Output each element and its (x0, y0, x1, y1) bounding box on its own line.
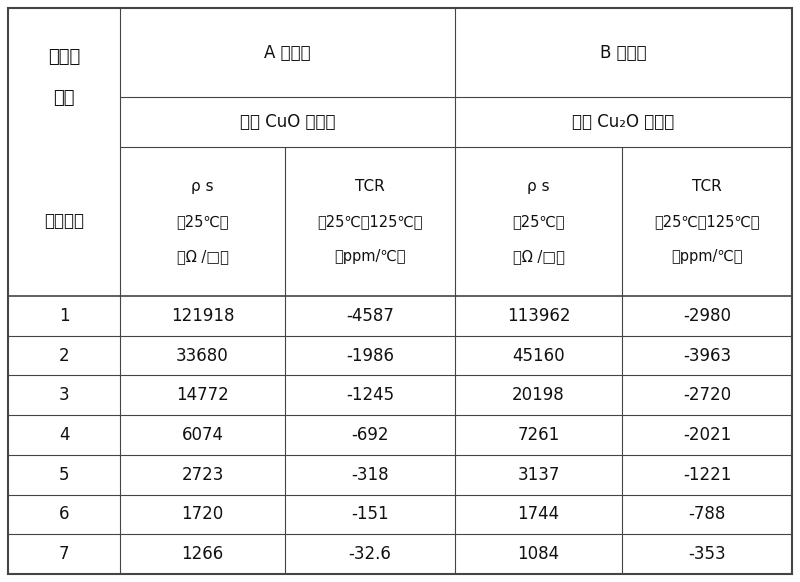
Text: （Ω /□）: （Ω /□） (177, 250, 229, 264)
Text: -1986: -1986 (346, 346, 394, 364)
Text: 7261: 7261 (518, 426, 560, 444)
Text: （25℃）: （25℃） (512, 214, 565, 229)
Text: TCR: TCR (692, 179, 722, 194)
Text: 20198: 20198 (512, 386, 565, 404)
Text: A 组试片: A 组试片 (264, 44, 311, 62)
Text: 1084: 1084 (518, 545, 559, 563)
Text: -353: -353 (688, 545, 726, 563)
Text: -4587: -4587 (346, 307, 394, 325)
Text: 6074: 6074 (182, 426, 223, 444)
Text: -318: -318 (351, 466, 389, 484)
Text: 14772: 14772 (176, 386, 229, 404)
Text: -692: -692 (351, 426, 389, 444)
Text: -1221: -1221 (683, 466, 731, 484)
Text: （25℃－125℃）: （25℃－125℃） (318, 214, 422, 229)
Text: 1720: 1720 (182, 505, 224, 523)
Text: -1245: -1245 (346, 386, 394, 404)
Text: -151: -151 (351, 505, 389, 523)
Text: 3137: 3137 (518, 466, 560, 484)
Text: 醋酸钯层: 醋酸钯层 (44, 212, 84, 230)
Text: 33680: 33680 (176, 346, 229, 364)
Text: 1744: 1744 (518, 505, 559, 523)
Text: （Ω /□）: （Ω /□） (513, 250, 565, 264)
Text: TCR: TCR (355, 179, 385, 194)
Text: ρ s: ρ s (191, 179, 214, 194)
Text: （ppm/℃）: （ppm/℃） (671, 250, 742, 264)
Text: （ppm/℃）: （ppm/℃） (334, 250, 406, 264)
Text: 4: 4 (58, 426, 70, 444)
Text: B 组试片: B 组试片 (600, 44, 647, 62)
Text: （25℃）: （25℃） (176, 214, 229, 229)
Text: -2980: -2980 (683, 307, 731, 325)
Text: -3963: -3963 (683, 346, 731, 364)
Text: 1266: 1266 (182, 545, 224, 563)
Text: 5: 5 (58, 466, 70, 484)
Text: （含 CuO 组成）: （含 CuO 组成） (240, 113, 335, 131)
Text: 2723: 2723 (182, 466, 224, 484)
Text: 6: 6 (58, 505, 70, 523)
Text: 121918: 121918 (170, 307, 234, 325)
Text: -2021: -2021 (683, 426, 731, 444)
Text: 3: 3 (58, 386, 70, 404)
Text: 45160: 45160 (512, 346, 565, 364)
Text: -2720: -2720 (683, 386, 731, 404)
Text: -788: -788 (688, 505, 726, 523)
Text: 7: 7 (58, 545, 70, 563)
Text: （含 Cu₂O 组成）: （含 Cu₂O 组成） (572, 113, 674, 131)
Text: （25℃－125℃）: （25℃－125℃） (654, 214, 760, 229)
Text: 1: 1 (58, 307, 70, 325)
Text: 氧化物

型态: 氧化物 型态 (48, 48, 80, 107)
Text: ρ s: ρ s (527, 179, 550, 194)
Text: 2: 2 (58, 346, 70, 364)
Text: 113962: 113962 (506, 307, 570, 325)
Text: -32.6: -32.6 (349, 545, 391, 563)
